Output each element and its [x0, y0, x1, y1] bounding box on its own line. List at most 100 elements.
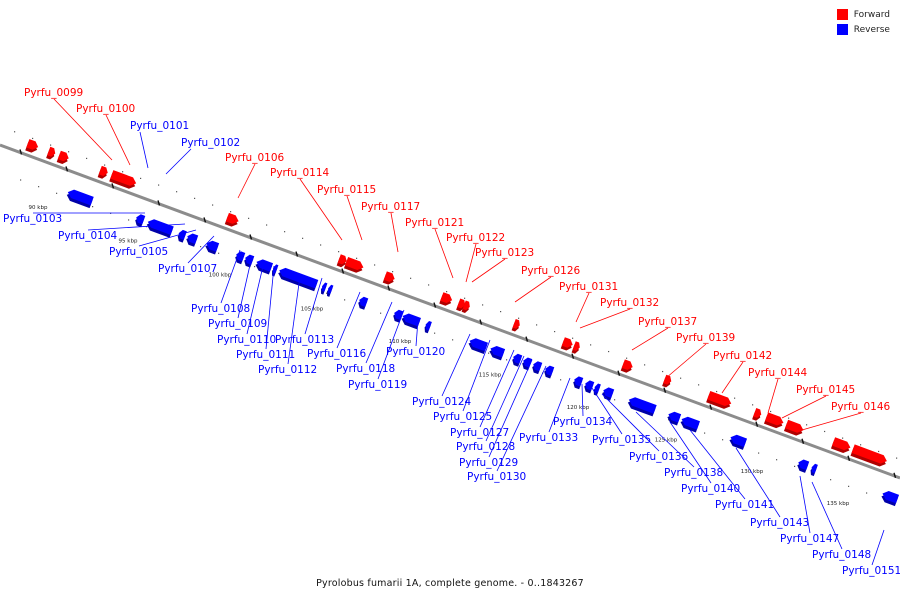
reverse-gene-arrow-body	[279, 267, 319, 289]
leader-line-reverse	[187, 235, 215, 264]
reverse-gene-arrow-body	[469, 338, 489, 352]
gene-label-reverse: Pyrfu_0140	[681, 483, 740, 495]
leader-line-forward	[665, 343, 707, 379]
leader-line-reverse	[138, 229, 197, 247]
leader-line-reverse	[635, 411, 695, 468]
track-dot	[752, 404, 754, 406]
track-dot	[50, 144, 52, 146]
reverse-gene-arrow-body	[603, 387, 615, 398]
leader-line-reverse	[735, 447, 781, 518]
leader-line-reverse	[237, 255, 253, 319]
tick-label: 90 kbp	[29, 205, 48, 211]
leader-line-reverse	[246, 261, 265, 335]
track-dot	[20, 179, 22, 181]
reverse-gene-arrow-body	[545, 365, 555, 376]
leader-line-forward	[721, 361, 744, 394]
reverse-gene-arrow	[810, 463, 818, 477]
gene-label-reverse: Pyrfu_0138	[664, 467, 723, 479]
forward-gene-arrow	[850, 444, 887, 467]
reverse-gene-arrow	[146, 219, 174, 238]
leader-line-reverse	[485, 355, 525, 442]
gene-label-forward: Pyrfu_0146	[831, 401, 891, 413]
leader-line-reverse	[669, 421, 712, 484]
forward-gene-arrow	[343, 257, 364, 273]
gene-label-reverse: Pyrfu_0110	[217, 334, 276, 346]
reverse-gene-arrow	[729, 434, 748, 450]
reverse-gene-arrow-body	[594, 383, 601, 393]
genome-caption: Pyrolobus fumarii 1A, complete genome. -…	[316, 578, 584, 589]
reverse-gene-arrow	[680, 416, 701, 433]
tick-label: 120 kbp	[567, 405, 590, 411]
track-dot	[644, 364, 646, 366]
reverse-gene-arrow-body	[206, 240, 220, 252]
gene-label-forward: Pyrfu_0139	[676, 332, 735, 344]
legend: Forward Reverse	[836, 9, 890, 39]
track-dot	[200, 246, 202, 248]
track-dot	[776, 459, 778, 461]
gene-label-reverse: Pyrfu_0113	[275, 334, 334, 346]
axis-tick-mark	[19, 149, 23, 155]
track-dot	[68, 151, 70, 153]
track-dot	[500, 311, 502, 313]
track-dot	[128, 219, 130, 221]
leader-line-forward	[53, 98, 113, 161]
forward-gene-arrow	[456, 298, 466, 312]
track-dot	[518, 317, 520, 319]
axis-tick-mark	[801, 438, 805, 444]
track-dot	[284, 231, 286, 233]
forward-gene-arrow	[571, 341, 580, 354]
track-dot	[866, 492, 868, 494]
axis-tick-mark	[617, 370, 621, 376]
legend-swatch-reverse	[836, 24, 848, 35]
reverse-gene-arrow	[177, 229, 187, 243]
leader-line-reverse	[462, 339, 491, 412]
reverse-gene-arrow	[186, 233, 199, 247]
reverse-gene-arrow-body	[67, 189, 94, 206]
leader-line-reverse	[365, 301, 393, 364]
forward-gene-arrow	[511, 319, 520, 332]
forward-gene-arrow-body	[851, 444, 887, 464]
gene-label-reverse: Pyrfu_0136	[629, 451, 689, 463]
leader-line-reverse	[87, 223, 186, 231]
leader-line-reverse	[799, 475, 811, 534]
forward-gene-arrow-body	[784, 419, 804, 433]
reverse-gene-arrow	[602, 387, 615, 401]
forward-gene-arrow	[109, 170, 137, 189]
leader-line-reverse	[336, 291, 361, 349]
track-dot	[410, 277, 412, 279]
gene-label-reverse: Pyrfu_0112	[258, 364, 317, 376]
gene-label-forward: Pyrfu_0122	[446, 232, 505, 244]
gene-label-reverse: Pyrfu_0120	[386, 346, 445, 358]
leader-line-reverse	[591, 387, 623, 435]
track-dot	[344, 299, 346, 301]
track-dot	[848, 485, 850, 487]
track-dot	[248, 217, 250, 219]
forward-gene-arrow	[763, 412, 784, 429]
reverse-gene-arrow-body	[328, 284, 334, 295]
forward-gene-arrow-body	[47, 146, 56, 157]
forward-gene-arrow-body	[512, 319, 520, 329]
track-dot	[302, 237, 304, 239]
axis-tick-mark	[341, 268, 345, 274]
forward-gene-arrow-body	[225, 212, 239, 224]
axis-tick-mark	[157, 200, 161, 206]
reverse-gene-arrow	[532, 361, 543, 375]
gene-label-forward: Pyrfu_0099	[24, 87, 83, 99]
leader-line-reverse	[265, 265, 275, 350]
track-dot	[320, 244, 322, 246]
genome-axis	[0, 143, 900, 480]
gene-label-reverse: Pyrfu_0129	[459, 457, 518, 469]
forward-gene-arrow	[662, 374, 672, 388]
forward-gene-arrow	[382, 271, 395, 285]
leader-line-forward	[767, 378, 779, 414]
gene-label-reverse: Pyrfu_0102	[181, 137, 240, 149]
reverse-gene-arrow	[327, 284, 334, 297]
axis-tick-mark	[525, 336, 529, 342]
reverse-gene-arrow-body	[147, 219, 174, 235]
reverse-gene-arrow	[489, 345, 506, 361]
track-dot	[140, 177, 142, 179]
axis-tick-mark	[893, 472, 897, 478]
reverse-gene-arrow	[797, 459, 810, 473]
gene-label-forward: Pyrfu_0123	[475, 247, 534, 259]
track-dot	[758, 452, 760, 454]
